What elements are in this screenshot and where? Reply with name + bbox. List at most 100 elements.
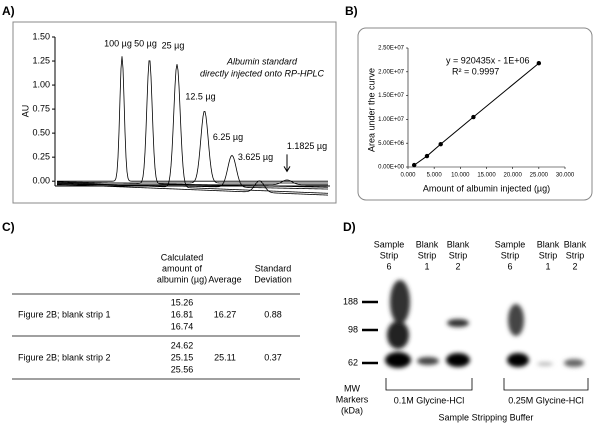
lane-header: Strip [380, 250, 399, 260]
x-tick-label: 10.000 [451, 173, 470, 179]
calibration-chart: 0.00E+00 5.00E+06 1.00E+07 1.50E+07 2.00E+07… [366, 46, 574, 194]
y-tick-label: 0.25 [32, 152, 50, 162]
lane-header: 1 [424, 261, 429, 271]
lane-header: Blank [416, 239, 439, 249]
y-tick-label: 0.50 [32, 128, 50, 138]
y-axis-label: AU [20, 105, 30, 118]
marker-title: Markers [336, 394, 369, 404]
group-label: 0.25M Glycine-HCl [508, 395, 584, 405]
point [471, 114, 476, 120]
y-axis-label: Area under the curve [366, 68, 376, 152]
cell: 16.81 [171, 309, 194, 319]
y-tick-label: 2.50E+07 [378, 46, 405, 52]
marker-label: 188 [343, 296, 358, 306]
peak-label: 25 µg [162, 41, 185, 51]
peak-label: 1.1825 µg [287, 141, 327, 151]
annotation: directly injected onto RP-HPLC [200, 68, 325, 78]
column-header: Deviation [254, 274, 292, 284]
point [536, 61, 542, 66]
gel: SampleStrip6BlankStrip1BlankStrip2Sample… [336, 239, 589, 422]
y-tick-label: 0.75 [32, 103, 50, 113]
y-tick-label: 1.00 [32, 79, 50, 89]
cell: 25.11 [214, 352, 236, 362]
peak-label: 50 µg [134, 39, 157, 49]
panel-label: B) [345, 4, 358, 18]
y-tick-label: 1.50 [32, 31, 50, 41]
x-tick-label: 30.000 [556, 173, 575, 179]
marker-label: 62 [348, 357, 358, 367]
column-header: albumin (µg) [157, 274, 207, 284]
marker-title: (kDa) [341, 405, 363, 415]
panel-label: A) [2, 4, 15, 18]
lane-header: 1 [545, 261, 550, 271]
panel-frame [357, 27, 593, 201]
cell: 15.26 [171, 297, 194, 307]
peak-label: 100 µg [104, 39, 132, 49]
equation: y = 920435x - 1E+06 [446, 55, 530, 65]
point [411, 162, 417, 168]
lane-header: 2 [572, 261, 577, 271]
gel-footer: Sample Stripping Buffer [439, 412, 534, 422]
lane-header: 6 [386, 261, 391, 271]
cell: 24.62 [171, 340, 194, 350]
x-tick-label: 15.000 [477, 173, 496, 179]
panel-label: D) [343, 220, 356, 234]
gel-bands [385, 280, 584, 368]
cell: 0.88 [264, 309, 282, 319]
peak-label: 3.625 µg [238, 152, 273, 162]
point [438, 141, 443, 147]
peak-trace [57, 111, 328, 184]
panel-label: C) [2, 220, 15, 234]
row-label: Figure 2B; blank strip 2 [18, 352, 111, 362]
lane-header: 6 [507, 261, 512, 271]
cell: 25.15 [171, 352, 194, 362]
lane-header: Strip [418, 250, 437, 260]
x-tick-label: 5.000 [427, 173, 443, 179]
cell: 0.37 [264, 352, 282, 362]
lane-header: Blank [564, 239, 587, 249]
y-tick-label: 2.00E+07 [378, 69, 405, 75]
lane-header: 2 [455, 261, 460, 271]
point [424, 153, 430, 159]
cell: 16.74 [171, 321, 194, 331]
arrow [283, 154, 291, 173]
peak-trace [56, 64, 329, 194]
group-label: 0.1M Glycine-HCl [394, 395, 465, 405]
lane-header: Blank [537, 239, 560, 249]
lane-header: Blank [447, 239, 470, 249]
column-header: Standard [255, 263, 292, 273]
peak-trace [57, 179, 328, 186]
lane-header: Sample [495, 239, 526, 249]
lane-header: Strip [566, 250, 585, 260]
panel-frame [12, 21, 337, 204]
lane-header: Strip [501, 250, 520, 260]
peak-label: 12.5 µg [185, 91, 215, 101]
marker-label: 98 [348, 324, 358, 334]
y-tick-label: 0.00 [32, 176, 50, 186]
y-tick-label: 5.00E+06 [378, 141, 405, 147]
cell: 16.27 [214, 309, 237, 319]
marker-title: MW [344, 383, 360, 393]
row-label: Figure 2B; blank strip 1 [18, 309, 111, 319]
x-tick-label: 0.000 [400, 173, 416, 179]
y-tick-label: 1.00E+07 [378, 117, 405, 123]
x-tick-label: 20.000 [503, 173, 522, 179]
column-header: Average [208, 274, 241, 284]
lane-header: Strip [449, 250, 468, 260]
lane-header: Sample [374, 239, 405, 249]
y-tick-label: 1.50E+07 [378, 93, 405, 99]
y-tick-label: 0.00E+00 [378, 165, 405, 171]
annotation: Albumin standard [226, 56, 298, 66]
bracket [385, 378, 589, 391]
column-header: Calculated [161, 252, 204, 262]
chromatogram: 0.00 0.25 0.50 0.75 1.00 1.25 1.50 AU 100 µg 50 µ… [20, 31, 330, 196]
cell: 25.56 [171, 364, 194, 374]
column-header: amount of [162, 263, 203, 273]
equation: R² = 0.9997 [452, 66, 499, 76]
trend-line [413, 62, 540, 166]
peak-label: 6.25 µg [213, 132, 243, 142]
x-axis-label: Amount of albumin injected (µg) [423, 183, 550, 193]
peak-trace [56, 180, 329, 196]
